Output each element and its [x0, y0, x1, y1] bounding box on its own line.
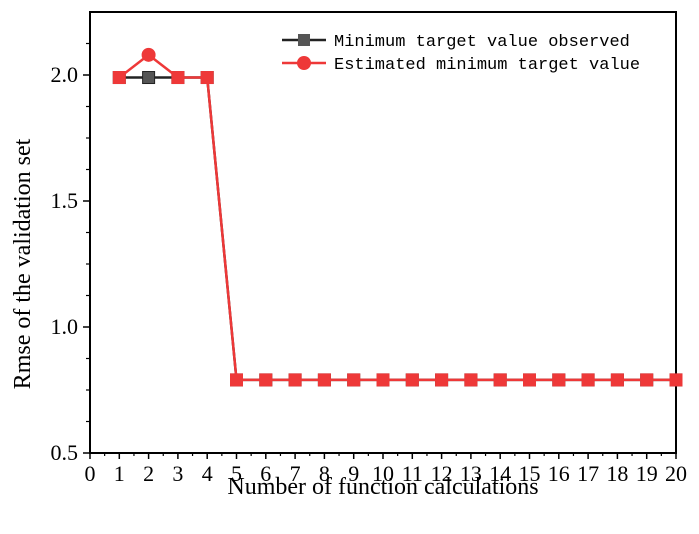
y-tick-label: 1.5: [51, 188, 79, 213]
x-tick-label: 10: [372, 461, 394, 486]
y-tick-label: 0.5: [51, 440, 79, 465]
x-tick-label: 4: [202, 461, 213, 486]
legend-label: Minimum target value observed: [334, 33, 630, 52]
x-tick-label: 8: [319, 461, 330, 486]
legend-label: Estimated minimum target value: [334, 56, 640, 75]
x-tick-label: 12: [431, 461, 453, 486]
legend: Minimum target value observed Estimated m…: [282, 33, 640, 75]
x-tick-label: 15: [519, 461, 541, 486]
x-tick-label: 5: [231, 461, 242, 486]
series-0: [112, 71, 683, 387]
x-tick-label: 19: [636, 461, 658, 486]
data-point: [669, 373, 683, 387]
data-point: [552, 373, 566, 387]
legend-marker: [298, 34, 310, 46]
data-point: [464, 373, 478, 387]
data-point: [523, 373, 536, 387]
x-tick-label: 6: [260, 461, 271, 486]
data-point: [200, 71, 214, 85]
x-tick-label: 9: [348, 461, 359, 486]
x-tick-label: 0: [85, 461, 96, 486]
x-tick-label: 14: [489, 461, 511, 486]
data-point: [259, 373, 273, 387]
data-point: [347, 373, 361, 387]
data-point: [288, 373, 302, 387]
x-tick-label: 13: [460, 461, 482, 486]
x-tick-label: 20: [665, 461, 687, 486]
data-point: [141, 47, 156, 62]
data-point: [317, 373, 331, 387]
data-point: [376, 373, 390, 387]
x-tick-label: 7: [290, 461, 301, 486]
series-line: [118, 53, 676, 382]
data-point: [112, 71, 126, 85]
series-1: [112, 47, 683, 387]
y-axis-label: Rmse of the validation set: [10, 138, 36, 389]
data-point: [171, 71, 185, 85]
data-point: [435, 373, 449, 387]
legend-marker: [297, 56, 311, 70]
x-tick-label: 18: [606, 461, 628, 486]
plot-axes: [83, 11, 677, 459]
data-point: [581, 373, 595, 387]
data-point: [640, 373, 654, 387]
x-tick-label: 3: [172, 461, 183, 486]
x-tick-label: 11: [402, 461, 423, 486]
x-tick-label: 17: [577, 461, 599, 486]
tick-labels: 0 1 2 3 4 5 6 7 8 9 10 11 12 13 14 15 16 17 18 19 200.51.01.…: [51, 62, 688, 486]
data-point: [230, 373, 243, 387]
x-axis-label: Number of function calculations: [227, 474, 538, 500]
y-tick-label: 1.0: [51, 314, 79, 339]
data-point: [405, 373, 419, 387]
data-point: [493, 373, 507, 387]
x-tick-label: 16: [548, 461, 570, 486]
data-point: [142, 71, 156, 85]
data-point: [610, 373, 624, 387]
series-layer: [112, 47, 683, 387]
x-tick-label: 1: [114, 461, 125, 486]
series-line: [119, 76, 676, 382]
y-tick-label: 2.0: [51, 62, 79, 87]
x-tick-label: 2: [143, 461, 154, 486]
